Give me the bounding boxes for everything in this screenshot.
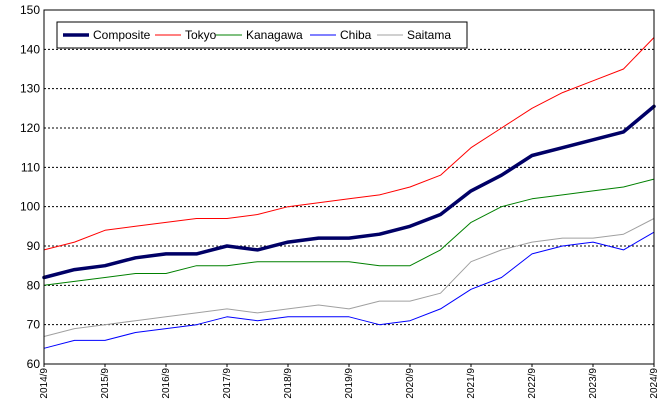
series-line-kanagawa xyxy=(43,178,655,286)
grid-layer xyxy=(44,48,654,326)
y-tick-label: 120 xyxy=(20,121,40,135)
x-axis-ticks: 2014/9 2015/9 2016/9 2017/9 2018/9 2019/9 2020… xyxy=(39,364,660,399)
x-tick-label: 2021/9 xyxy=(466,368,477,399)
y-tick-label: 60 xyxy=(27,357,41,371)
legend-label-composite: Composite xyxy=(93,28,151,42)
legend-label-tokyo: Tokyo xyxy=(185,28,217,42)
legend-label-saitama: Saitama xyxy=(407,28,451,42)
series-line-composite xyxy=(42,104,656,280)
x-tick-label: 2024/9 xyxy=(649,368,660,399)
legend-label-chiba: Chiba xyxy=(340,28,372,42)
plot-frame xyxy=(43,9,655,365)
x-tick-label: 2016/9 xyxy=(161,368,172,399)
series-line-saitama xyxy=(43,218,655,337)
series-line-tokyo xyxy=(43,37,655,251)
legend-label-kanagawa: Kanagawa xyxy=(246,28,303,42)
y-tick-label: 80 xyxy=(27,278,41,292)
y-tick-label: 110 xyxy=(21,160,40,174)
y-tick-label: 90 xyxy=(27,239,41,253)
series-layer xyxy=(42,37,656,349)
x-tick-label: 2014/9 xyxy=(39,368,50,399)
x-tick-label: 2023/9 xyxy=(588,368,599,399)
legend: Composite Tokyo Kanagawa Chiba Saitama xyxy=(56,21,468,49)
y-axis-ticks: 60 70 80 90 100 110 120 130 140 150 xyxy=(20,3,40,371)
x-tick-label: 2019/9 xyxy=(344,368,355,399)
y-tick-label: 100 xyxy=(20,200,40,214)
y-tick-label: 70 xyxy=(27,318,41,332)
y-tick-label: 130 xyxy=(20,82,40,96)
series-line-chiba xyxy=(43,231,655,349)
y-tick-label: 150 xyxy=(20,3,40,17)
y-tick-label: 140 xyxy=(20,42,40,56)
x-tick-label: 2017/9 xyxy=(222,368,233,399)
x-tick-label: 2015/9 xyxy=(100,368,111,399)
x-tick-label: 2022/9 xyxy=(527,368,538,399)
x-tick-label: 2018/9 xyxy=(283,368,294,399)
x-tick-label: 2020/9 xyxy=(405,368,416,399)
